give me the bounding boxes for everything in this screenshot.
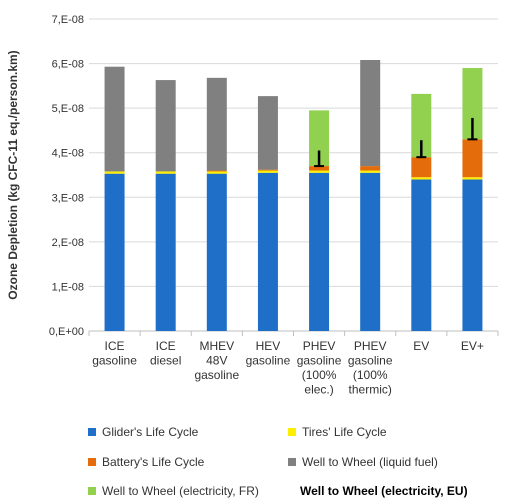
bar-segment (206, 171, 227, 174)
bar-segment (155, 173, 176, 331)
ozone-depletion-chart: 0,E+00 1,E-08 2,E-08 3,E-08 4,E-08 5,E-08 6,E-… (49, 14, 499, 397)
bar-segment (411, 179, 432, 331)
bar-segment (411, 93, 432, 158)
y-tick-label: 7,E-08 (52, 14, 84, 26)
legend-swatch-wtw-liquid (288, 458, 296, 466)
bar-segment (104, 66, 125, 172)
y-axis-title-box: Ozone Depletion (kg CFC-11 eq./person.km… (4, 20, 22, 330)
bar-segment (462, 139, 483, 178)
bar-segment (206, 173, 227, 331)
bar-segment (462, 177, 483, 180)
bar-segment (360, 166, 381, 171)
x-tick-label: PHEV gasoline (100% thermic) (348, 339, 393, 397)
x-tick-label: EV+ (461, 339, 484, 353)
legend-swatch-battery (88, 458, 96, 466)
bar-segment (309, 172, 330, 331)
bar-segment (411, 177, 432, 180)
legend-item-wtw-elec-eu: Well to Wheel (electricity, EU) (300, 484, 468, 498)
y-axis-title: Ozone Depletion (kg CFC-11 eq./person.km… (6, 50, 20, 300)
x-tick-label: EV (413, 339, 429, 353)
bar-segment (462, 179, 483, 331)
legend-label-wtw-elec-eu: Well to Wheel (electricity, EU) (300, 484, 468, 498)
x-tick-label: MHEV 48V gasoline (194, 339, 239, 382)
legend-swatch-tires (288, 428, 296, 436)
y-tick-label: 2,E-08 (52, 237, 84, 249)
bar-segment (360, 172, 381, 331)
legend-swatch-wtw-elec-fr (88, 487, 96, 495)
bar-segment (309, 166, 330, 171)
legend-item-tires: Tires' Life Cycle (288, 425, 387, 439)
legend-item-glider: Glider's Life Cycle (88, 425, 198, 439)
bar-segment (462, 68, 483, 140)
y-tick-label: 0,E+00 (49, 326, 84, 338)
x-tick-label: ICE diesel (150, 339, 181, 368)
legend-label-tires: Tires' Life Cycle (302, 425, 387, 439)
legend-label-wtw-elec-fr: Well to Wheel (electricity, FR) (102, 484, 259, 498)
y-tick-label: 6,E-08 (52, 59, 84, 71)
bar-segment (309, 110, 330, 167)
bar-segment (257, 169, 278, 171)
x-tick-label: PHEV gasoline (100% elec.) (297, 339, 342, 397)
bar-segment (257, 170, 278, 173)
bar-segment (206, 170, 227, 172)
legend-label-battery: Battery's Life Cycle (102, 455, 205, 469)
legend-label-glider: Glider's Life Cycle (102, 425, 199, 439)
bar-segment (104, 171, 125, 174)
legend-item-wtw-liquid: Well to Wheel (liquid fuel) (288, 455, 438, 469)
legend-item-wtw-elec-fr: Well to Wheel (electricity, FR) (88, 484, 259, 498)
bar-segment (155, 171, 176, 174)
y-tick-label: 1,E-08 (52, 281, 84, 293)
bar-segment (206, 77, 227, 171)
bar-segment (309, 170, 330, 173)
legend-swatch-glider (88, 428, 96, 436)
y-tick-label: 4,E-08 (52, 148, 84, 160)
y-tick-label: 5,E-08 (52, 103, 84, 115)
bar-segment (360, 60, 381, 167)
bar-segment (360, 170, 381, 173)
bar-segment (257, 96, 278, 170)
legend: Glider's Life Cycle Tires' Life Cycle Ba… (88, 412, 503, 502)
bar-segment (411, 157, 432, 178)
y-tick-label: 3,E-08 (52, 192, 84, 204)
x-tick-label: ICE gasoline (92, 339, 137, 368)
x-tick-label: HEV gasoline (246, 339, 291, 368)
legend-label-wtw-liquid: Well to Wheel (liquid fuel) (302, 455, 438, 469)
legend-item-battery: Battery's Life Cycle (88, 455, 204, 469)
bar-segment (257, 172, 278, 331)
bar-segment (104, 173, 125, 331)
bar-segment (155, 80, 176, 172)
